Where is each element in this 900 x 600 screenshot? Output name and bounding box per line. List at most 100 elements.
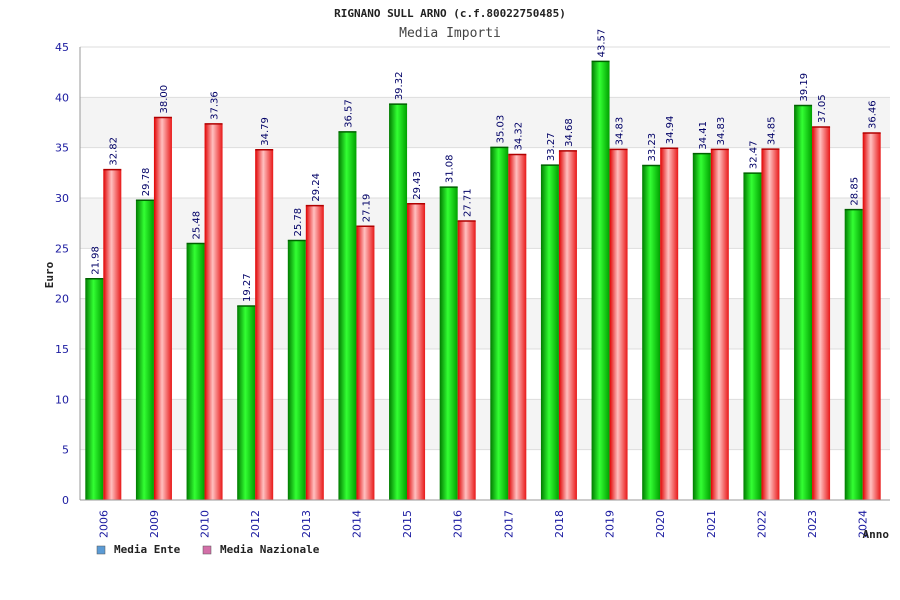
chart-subtitle: Media Importi — [399, 26, 501, 41]
data-label: 34.94 — [665, 116, 676, 145]
y-tick-label: 25 — [55, 242, 69, 255]
x-tick-label: 2023 — [806, 510, 819, 538]
data-label: 32.47 — [748, 140, 759, 169]
x-tick-label: 2021 — [705, 510, 718, 538]
bar-media-nazionale — [508, 154, 527, 500]
legend-swatch-media-ente — [96, 545, 106, 555]
bar-media-ente — [237, 306, 256, 500]
bar-media-nazionale — [558, 150, 577, 500]
bar-media-nazionale — [457, 221, 476, 500]
bar-media-ente — [389, 104, 408, 501]
legend-label-media-nazionale: Media Nazionale — [220, 543, 320, 556]
y-tick-label: 10 — [55, 393, 69, 406]
data-label: 19.27 — [242, 273, 253, 302]
x-tick-label: 2020 — [654, 510, 667, 538]
bar-media-nazionale — [255, 149, 274, 500]
x-tick-label: 2014 — [350, 510, 363, 538]
bar-media-ente — [338, 131, 357, 500]
data-label: 39.19 — [799, 73, 810, 102]
bar-media-ente — [692, 153, 711, 500]
legend-swatch-media-nazionale — [202, 545, 212, 555]
legend-label-media-ente: Media Ente — [114, 543, 181, 556]
data-label: 25.48 — [192, 211, 203, 240]
x-tick-label: 2006 — [97, 510, 110, 538]
legend: Media Ente Media Nazionale — [96, 543, 320, 556]
x-tick-label: 2012 — [249, 510, 262, 538]
bar-media-nazionale — [660, 148, 679, 500]
bar-media-ente — [287, 240, 306, 501]
bar-media-nazionale — [761, 149, 780, 500]
y-tick-label: 15 — [55, 343, 69, 356]
y-tick-label: 0 — [62, 494, 69, 507]
data-label: 36.57 — [343, 99, 354, 128]
data-label: 34.79 — [260, 117, 271, 146]
data-label: 29.78 — [141, 168, 152, 197]
bar-media-nazionale — [862, 132, 881, 500]
bar-media-nazionale — [153, 117, 172, 500]
y-axis-label: Euro — [43, 261, 56, 288]
data-label: 37.05 — [817, 94, 828, 123]
x-tick-label: 2018 — [553, 510, 566, 538]
data-label: 39.32 — [394, 72, 405, 101]
y-tick-label: 45 — [55, 41, 69, 54]
data-label: 34.83 — [615, 117, 626, 146]
bar-media-nazionale — [407, 203, 426, 500]
data-label: 33.27 — [546, 132, 557, 161]
y-axis-ticks: 0 5 10 15 20 25 30 35 40 45 — [55, 41, 69, 507]
data-label: 28.85 — [850, 177, 861, 206]
x-tick-label: 2024 — [857, 510, 870, 538]
x-tick-label: 2010 — [199, 510, 212, 538]
bar-media-ente — [794, 105, 813, 500]
y-tick-label: 35 — [55, 142, 69, 155]
chart-title: RIGNANO SULL ARNO (c.f.80022750485) — [334, 7, 566, 20]
x-tick-label: 2009 — [148, 510, 161, 538]
data-label: 34.41 — [698, 121, 709, 150]
bar-media-nazionale — [204, 123, 223, 500]
bar-media-nazionale — [103, 169, 122, 500]
y-tick-label: 30 — [55, 192, 69, 205]
x-tick-label: 2016 — [452, 510, 465, 538]
data-label: 35.03 — [495, 115, 506, 144]
data-label: 43.57 — [597, 29, 608, 58]
bar-media-ente — [85, 278, 104, 500]
data-label: 27.71 — [463, 188, 474, 217]
bar-media-ente — [540, 165, 559, 500]
x-tick-label: 2022 — [755, 510, 768, 538]
bar-media-nazionale — [609, 149, 628, 501]
bar-media-ente — [186, 243, 205, 500]
x-tick-label: 2013 — [300, 510, 313, 538]
bar-media-nazionale — [710, 149, 729, 501]
data-label: 33.23 — [647, 133, 658, 162]
x-axis-label: Anno — [863, 528, 890, 541]
bar-media-ente — [591, 61, 610, 501]
bar-media-ente — [844, 209, 863, 500]
x-tick-label: 2017 — [502, 510, 515, 538]
x-tick-label: 2019 — [604, 510, 617, 538]
bar-media-ente — [490, 147, 509, 500]
data-label: 32.82 — [108, 137, 119, 166]
bar-media-nazionale — [305, 205, 324, 500]
bar-media-ente — [135, 200, 154, 500]
data-label: 34.85 — [766, 117, 777, 146]
y-tick-label: 5 — [62, 444, 69, 457]
data-label: 27.19 — [361, 194, 372, 223]
bar-media-ente — [439, 187, 458, 501]
data-label: 29.43 — [412, 171, 423, 200]
bar-media-nazionale — [812, 127, 831, 500]
data-label: 31.08 — [445, 154, 456, 183]
bar-media-nazionale — [356, 226, 375, 500]
data-label: 21.98 — [90, 246, 101, 275]
x-tick-label: 2015 — [401, 510, 414, 538]
y-tick-label: 20 — [55, 293, 69, 306]
y-tick-label: 40 — [55, 91, 69, 104]
data-label: 29.24 — [311, 173, 322, 202]
data-label: 25.78 — [293, 208, 304, 237]
x-axis-ticks: 2006 2009 2010 2012 2013 2014 2015 2016 2017 2018… — [97, 510, 869, 538]
data-label: 38.00 — [159, 85, 170, 114]
plot-band — [80, 47, 890, 98]
data-label: 34.32 — [513, 122, 524, 151]
data-label: 34.83 — [716, 117, 727, 146]
data-label: 37.36 — [210, 91, 221, 120]
bar-media-ente — [743, 173, 762, 501]
